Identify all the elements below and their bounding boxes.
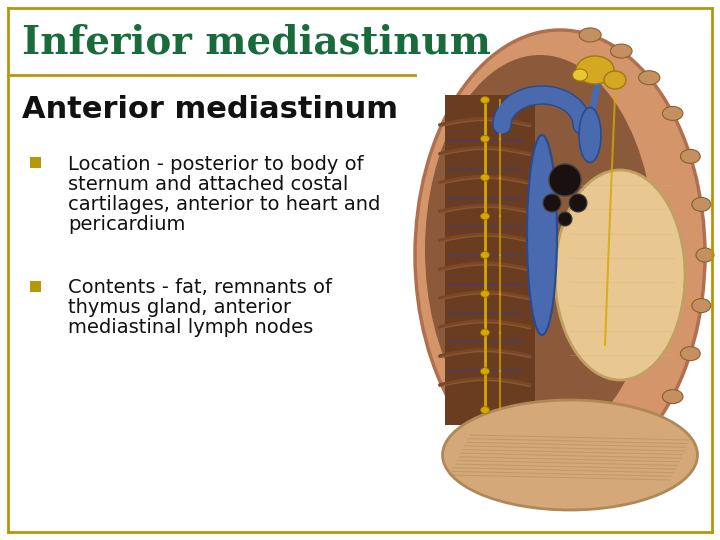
Ellipse shape <box>579 28 601 42</box>
Ellipse shape <box>415 30 705 480</box>
Ellipse shape <box>480 291 490 297</box>
Ellipse shape <box>549 164 581 196</box>
Ellipse shape <box>569 194 587 212</box>
Bar <box>30 281 41 292</box>
Bar <box>445 95 535 425</box>
Bar <box>30 157 41 168</box>
Ellipse shape <box>579 468 601 482</box>
Ellipse shape <box>480 135 490 142</box>
Ellipse shape <box>692 299 711 313</box>
Text: Inferior mediastinum: Inferior mediastinum <box>22 23 491 61</box>
Ellipse shape <box>680 347 701 361</box>
Ellipse shape <box>692 198 711 211</box>
Ellipse shape <box>611 44 632 58</box>
Ellipse shape <box>576 56 614 84</box>
Text: cartilages, anterior to heart and: cartilages, anterior to heart and <box>68 195 380 214</box>
Ellipse shape <box>611 452 632 466</box>
Bar <box>405 15 705 525</box>
Ellipse shape <box>527 135 557 335</box>
Text: thymus gland, anterior: thymus gland, anterior <box>68 298 291 317</box>
Text: Anterior mediastinum: Anterior mediastinum <box>22 96 398 125</box>
Text: mediastinal lymph nodes: mediastinal lymph nodes <box>68 318 313 337</box>
Ellipse shape <box>480 252 490 259</box>
Ellipse shape <box>558 212 572 226</box>
Ellipse shape <box>680 150 701 164</box>
Ellipse shape <box>662 389 683 403</box>
Ellipse shape <box>480 329 490 336</box>
Ellipse shape <box>639 71 660 85</box>
Ellipse shape <box>579 107 601 163</box>
Text: Location - posterior to body of: Location - posterior to body of <box>68 155 364 174</box>
Ellipse shape <box>639 426 660 440</box>
Ellipse shape <box>480 97 490 104</box>
Ellipse shape <box>604 71 626 89</box>
Ellipse shape <box>555 170 685 380</box>
Ellipse shape <box>480 174 490 181</box>
Ellipse shape <box>480 407 490 414</box>
Ellipse shape <box>480 368 490 375</box>
Text: sternum and attached costal: sternum and attached costal <box>68 175 348 194</box>
Ellipse shape <box>443 400 698 510</box>
Text: Contents - fat, remnants of: Contents - fat, remnants of <box>68 278 332 297</box>
Text: pericardium: pericardium <box>68 215 185 234</box>
Ellipse shape <box>696 248 714 262</box>
Ellipse shape <box>425 55 655 445</box>
Ellipse shape <box>543 194 561 212</box>
Ellipse shape <box>662 106 683 120</box>
Ellipse shape <box>572 69 588 81</box>
Ellipse shape <box>480 213 490 220</box>
